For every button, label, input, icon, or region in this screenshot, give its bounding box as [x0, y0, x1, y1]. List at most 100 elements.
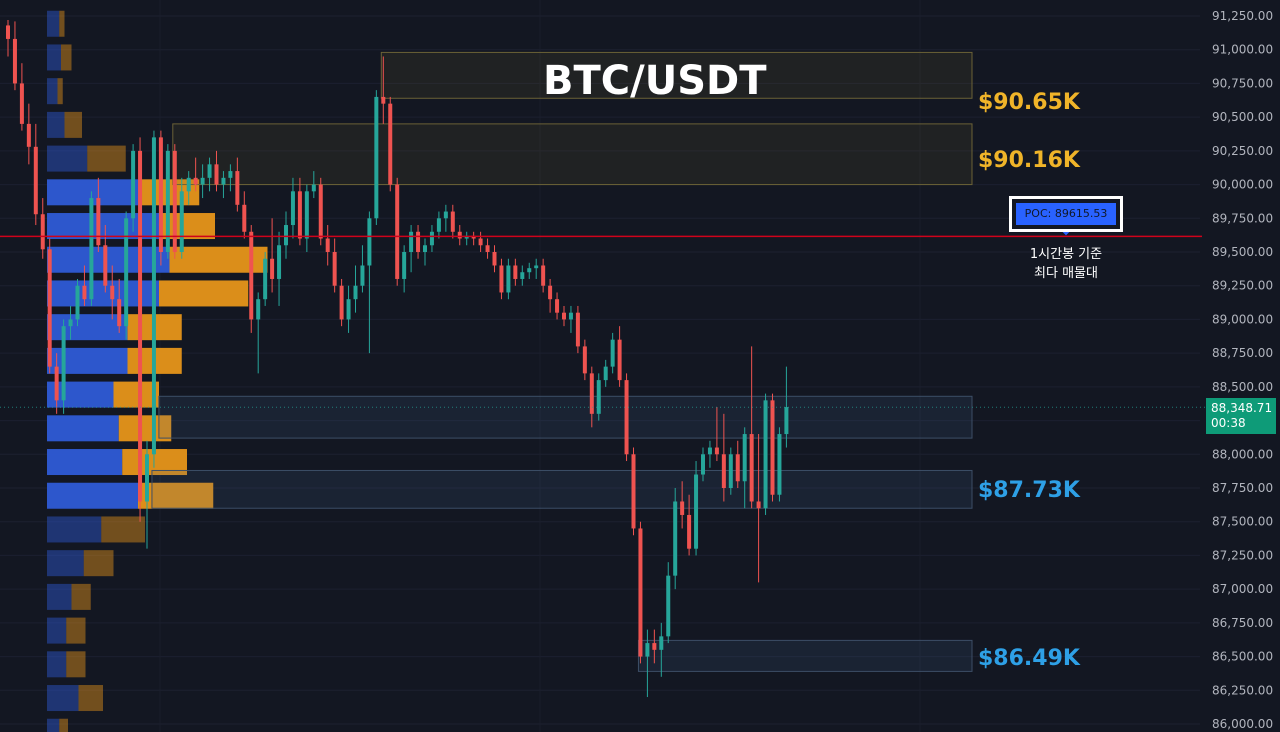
candle-body — [346, 299, 351, 320]
candle-body — [103, 245, 108, 286]
y-tick-label: 86,000.00 — [1212, 717, 1273, 731]
y-tick-label: 88,000.00 — [1212, 447, 1273, 461]
candle-body — [360, 265, 365, 286]
y-tick-label: 90,250.00 — [1212, 144, 1273, 158]
volume-profile-buy-bar — [47, 516, 102, 543]
candle-body — [402, 252, 407, 279]
volume-profile-buy-bar — [47, 550, 84, 577]
candle-body — [617, 339, 622, 381]
candle-body — [40, 214, 45, 250]
volume-profile-buy-bar — [47, 280, 159, 307]
candle-body — [186, 177, 191, 192]
candle-body — [429, 231, 434, 246]
candle-body — [89, 198, 94, 300]
candle-body — [603, 366, 608, 381]
y-tick-label: 88,500.00 — [1212, 380, 1273, 394]
candle-body — [756, 501, 761, 509]
volume-profile-buy-bar — [47, 718, 60, 732]
price-zone — [172, 123, 973, 186]
candle-body — [624, 380, 629, 455]
candle-body — [707, 447, 712, 455]
candle-body — [513, 265, 518, 279]
volume-profile-buy-bar — [47, 449, 123, 476]
candle-body — [728, 454, 733, 488]
y-tick-label: 91,000.00 — [1212, 43, 1273, 57]
chart-title: BTC/USDT — [543, 58, 767, 104]
candle-body — [96, 198, 101, 246]
candle-body — [284, 225, 288, 246]
candle-body — [423, 245, 427, 252]
candle-body — [270, 258, 275, 279]
candle-body — [6, 25, 10, 39]
candle-body — [742, 434, 747, 482]
candle-body — [721, 454, 726, 488]
candle-body — [339, 285, 344, 320]
candle-body — [638, 528, 643, 657]
candle-body — [409, 231, 414, 252]
candle-body — [492, 252, 497, 266]
candle-body — [701, 454, 705, 475]
candle-body — [263, 258, 268, 300]
grid-lines — [0, 15, 1200, 725]
candle-body — [68, 319, 73, 327]
candle-body — [562, 312, 566, 320]
volume-profile-buy-bar — [47, 44, 61, 71]
volume-profile-sell-bar — [78, 685, 103, 712]
candle-body — [165, 150, 170, 252]
candle-body — [645, 643, 650, 657]
candle-body — [54, 366, 59, 401]
candle-body — [673, 501, 678, 576]
candle-body — [367, 218, 372, 266]
volume-profile-buy-bar — [47, 482, 138, 509]
poc-label: POC: 89615.53 — [1016, 203, 1116, 225]
candle-body — [450, 211, 455, 232]
volume-profile-buy-bar — [47, 583, 72, 610]
volume-profile-buy-bar — [47, 111, 65, 138]
candle-body — [318, 184, 323, 239]
candle-body — [235, 171, 240, 205]
y-tick-label: 89,000.00 — [1212, 312, 1273, 326]
candle-body — [395, 184, 400, 279]
volume-profile-sell-bar — [57, 78, 63, 105]
candle-body — [277, 245, 282, 279]
candle-body — [555, 299, 560, 313]
candle-body — [19, 83, 24, 124]
candle-body — [297, 191, 302, 239]
volume-profile-sell-bar — [138, 482, 214, 509]
y-tick-label: 86,500.00 — [1212, 650, 1273, 664]
candle-body — [304, 191, 309, 239]
candle-body — [145, 454, 149, 502]
candle-body — [221, 177, 226, 185]
volume-profile-sell-bar — [59, 718, 68, 732]
volume-profile-sell-bar — [66, 617, 86, 644]
candle-body — [589, 373, 594, 414]
y-tick-label: 89,500.00 — [1212, 245, 1273, 259]
candle-body — [596, 380, 601, 414]
price-zone — [158, 395, 973, 439]
volume-profile-sell-bar — [101, 516, 145, 543]
volume-profile-sell-bar — [87, 145, 126, 172]
candle-body — [457, 231, 462, 239]
candle-body — [325, 238, 330, 252]
volume-profile-sell-bar — [162, 213, 215, 240]
y-tick-label: 90,750.00 — [1212, 76, 1273, 90]
candle-body — [687, 514, 692, 549]
candle-body — [290, 191, 295, 226]
candle-body — [82, 285, 87, 300]
candle-body — [249, 231, 254, 320]
volume-profile-buy-bar — [47, 179, 142, 206]
y-tick-label: 89,750.00 — [1212, 211, 1273, 225]
candle-body — [499, 265, 504, 293]
volume-profile-buy-bar — [47, 347, 128, 374]
candle-body — [548, 285, 553, 300]
y-tick-label: 88,750.00 — [1212, 346, 1273, 360]
volume-profile-sell-bar — [66, 651, 86, 678]
poc-badge: POC: 89615.53 — [1009, 196, 1123, 232]
candle-body — [770, 400, 775, 495]
candle-body — [443, 211, 448, 219]
candle-body — [520, 272, 525, 279]
candle-body — [416, 231, 421, 252]
volume-profile-sell-bar — [159, 280, 249, 307]
candle-body — [193, 177, 198, 185]
